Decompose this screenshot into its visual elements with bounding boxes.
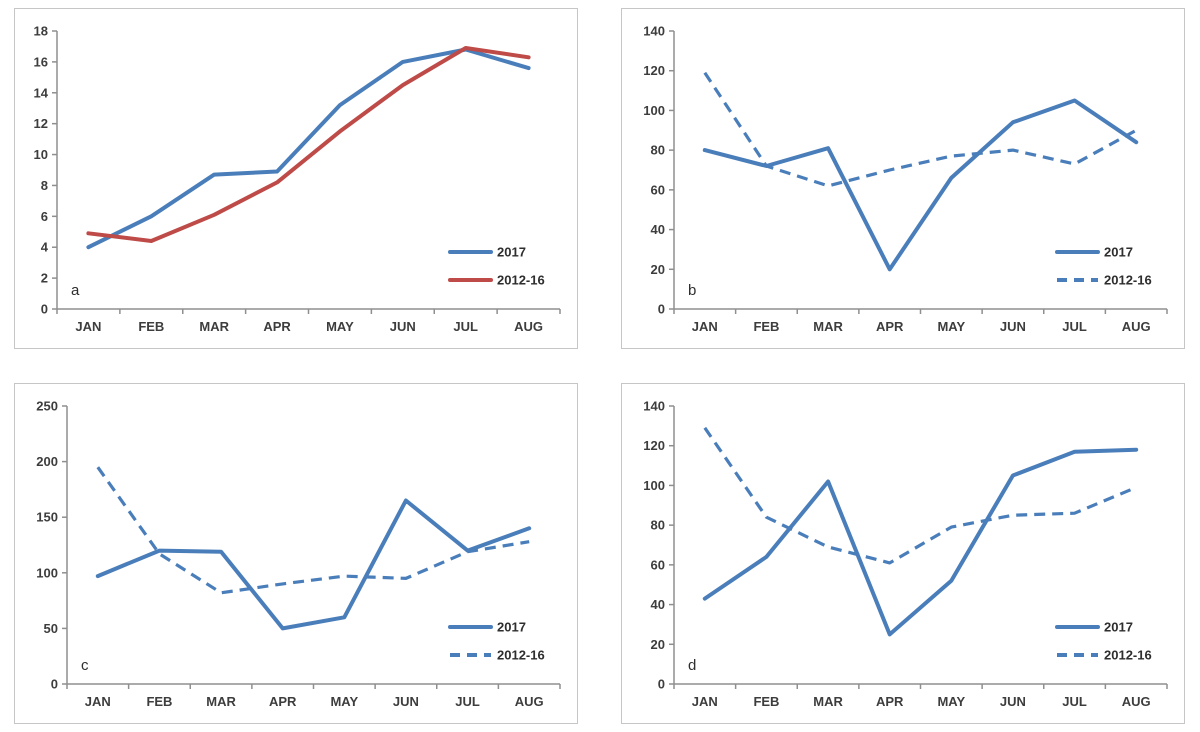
- x-tick-label: JAN: [75, 319, 101, 334]
- x-tick-label: AUG: [1122, 319, 1151, 334]
- x-tick-label: AUG: [514, 319, 543, 334]
- legend-label: 2017: [1104, 245, 1133, 260]
- x-tick-label: JUL: [1062, 694, 1087, 709]
- series-2012-16-line: [96, 466, 530, 595]
- x-tick-label: JUL: [455, 694, 480, 709]
- legend-label: 2012-16: [1104, 273, 1152, 288]
- legend: 2017 2012-16: [1055, 620, 1152, 663]
- y-tick-label: 100: [643, 103, 665, 118]
- legend: 2017 2012-16: [448, 245, 545, 288]
- legend-label: 2012-16: [497, 273, 545, 288]
- x-tick-label: FEB: [138, 319, 164, 334]
- x-tick-label: MAR: [199, 319, 229, 334]
- x-tick-label: AUG: [515, 694, 544, 709]
- panel-letter: c: [81, 657, 89, 674]
- x-tick-label: MAR: [206, 694, 236, 709]
- y-tick-label: 250: [36, 399, 58, 414]
- series-2012-16-line: [86, 46, 531, 243]
- chart-c-svg: 0 50 100 150 200 250 JAN FEB MAR APR MAY JUN JUL AUG c…: [36, 399, 561, 709]
- y-tick-label: 120: [643, 438, 665, 453]
- legend: 2017 2012-16: [1055, 245, 1152, 288]
- y-tick-label: 14: [34, 85, 49, 100]
- y-tick-label: 60: [651, 182, 665, 197]
- y-tick-label: 20: [651, 262, 665, 277]
- x-tick-label: APR: [263, 319, 291, 334]
- chart-panel-b: 0 20 40 60 80 100 120 140 JAN FEB MAR APR MAY JUN JUL A…: [621, 8, 1185, 349]
- x-tick-label: JUN: [1000, 319, 1026, 334]
- legend-label: 2012-16: [1104, 648, 1152, 663]
- chart-d-svg: 0 20 40 60 80 100 120 140 JAN FEB MAR APR MAY JUN JUL A…: [643, 399, 1168, 709]
- x-tick-label: MAY: [330, 694, 358, 709]
- chart-panel-a: 0 2 4 6 8 10 12 14 16 18 JAN FEB MAR APR MAY JUN JUL AUG a…: [14, 8, 578, 349]
- y-tick-label: 150: [36, 510, 58, 525]
- y-tick-label: 8: [41, 178, 48, 193]
- y-tick-label: 100: [643, 478, 665, 493]
- y-tick-label: 18: [34, 24, 48, 39]
- y-tick-label: 60: [651, 557, 665, 572]
- chart-panel-d: 0 20 40 60 80 100 120 140 JAN FEB MAR APR MAY JUN JUL A…: [621, 383, 1185, 724]
- legend-label: 2012-16: [497, 648, 545, 663]
- y-tick-label: 12: [34, 116, 48, 131]
- x-tick-label: JUN: [390, 319, 416, 334]
- chart-b-svg: 0 20 40 60 80 100 120 140 JAN FEB MAR APR MAY JUN JUL A…: [643, 24, 1168, 334]
- x-tick-label: APR: [269, 694, 297, 709]
- y-tick-label: 0: [51, 677, 58, 692]
- y-tick-label: 6: [41, 209, 48, 224]
- series-2012-16-line: [703, 426, 1137, 565]
- series-2017-line: [702, 447, 1139, 637]
- y-tick-label: 80: [651, 518, 665, 533]
- legend-label: 2017: [497, 620, 526, 635]
- x-tick-label: JUN: [393, 694, 419, 709]
- y-tick-label: 20: [651, 637, 665, 652]
- series-2017-line: [95, 498, 532, 631]
- x-tick-label: JUL: [453, 319, 478, 334]
- x-tick-label: FEB: [753, 319, 779, 334]
- x-tick-label: APR: [876, 694, 904, 709]
- x-tick-label: JUL: [1062, 319, 1087, 334]
- y-tick-label: 100: [36, 565, 58, 580]
- x-tick-label: FEB: [146, 694, 172, 709]
- y-tick-label: 40: [651, 597, 665, 612]
- y-tick-label: 0: [41, 302, 48, 317]
- x-tick-label: MAY: [937, 694, 965, 709]
- y-tick-label: 0: [658, 302, 665, 317]
- series-2017-line: [702, 98, 1139, 272]
- legend: 2017 2012-16: [448, 620, 545, 663]
- x-tick-label: AUG: [1122, 694, 1151, 709]
- y-tick-label: 10: [34, 147, 48, 162]
- x-tick-label: JAN: [692, 694, 718, 709]
- x-tick-label: FEB: [753, 694, 779, 709]
- y-tick-label: 80: [651, 143, 665, 158]
- series-2012-16-line: [703, 71, 1137, 188]
- x-tick-label: JUN: [1000, 694, 1026, 709]
- x-tick-label: MAY: [326, 319, 354, 334]
- x-tick-label: APR: [876, 319, 904, 334]
- y-tick-label: 0: [658, 677, 665, 692]
- x-tick-label: JAN: [692, 319, 718, 334]
- x-tick-label: MAY: [937, 319, 965, 334]
- y-tick-label: 50: [44, 621, 58, 636]
- panel-letter: a: [71, 282, 80, 299]
- x-tick-label: MAR: [813, 694, 843, 709]
- legend-label: 2017: [1104, 620, 1133, 635]
- x-tick-label: JAN: [85, 694, 111, 709]
- y-tick-label: 200: [36, 454, 58, 469]
- y-tick-label: 2: [41, 271, 48, 286]
- x-tick-label: MAR: [813, 319, 843, 334]
- y-tick-label: 120: [643, 63, 665, 78]
- y-tick-label: 140: [643, 24, 665, 39]
- chart-panel-c: 0 50 100 150 200 250 JAN FEB MAR APR MAY JUN JUL AUG c…: [14, 383, 578, 724]
- y-tick-label: 140: [643, 399, 665, 414]
- series-2017-line: [86, 47, 531, 250]
- y-tick-label: 16: [34, 54, 48, 69]
- y-tick-label: 40: [651, 222, 665, 237]
- chart-a-svg: 0 2 4 6 8 10 12 14 16 18 JAN FEB MAR APR MAY JUN JUL AUG a…: [34, 24, 561, 334]
- legend-label: 2017: [497, 245, 526, 260]
- panel-letter: d: [688, 657, 696, 674]
- panel-letter: b: [688, 282, 696, 299]
- y-tick-label: 4: [41, 240, 49, 255]
